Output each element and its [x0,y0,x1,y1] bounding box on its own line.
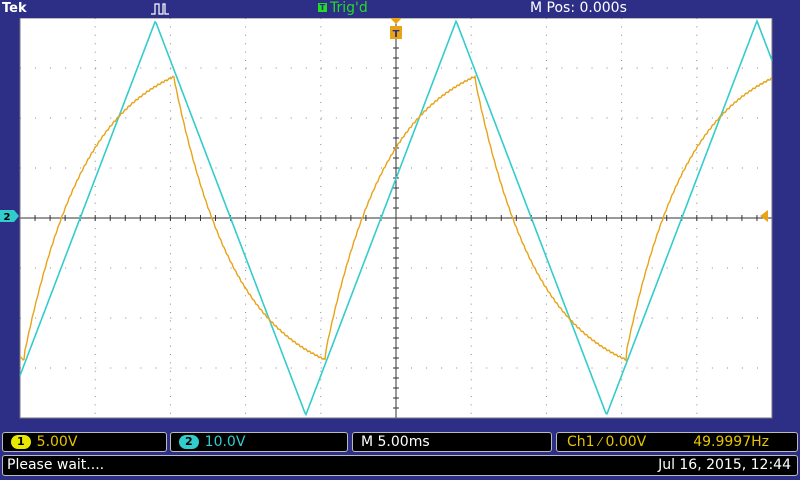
trigger-status-icon: T [318,3,327,12]
channel-2-ground-marker[interactable]: 2 [0,210,19,223]
channel-1-badge: 1 [11,435,31,449]
channel-2-badge: 2 [179,435,199,449]
status-message: Please wait.... [7,457,105,473]
channel-2-scale-readout[interactable]: 2 10.0V [170,432,348,452]
timebase-readout[interactable]: M 5.00ms [352,432,552,452]
trigger-status-text: Trig'd [330,0,368,16]
brand-logo: Tek [2,1,27,16]
channel-2-waveform [19,18,773,417]
trigger-source: Ch1 [567,434,595,450]
trigger-level: 0.00V [605,434,647,450]
svg-text:T: T [393,29,400,40]
top-status-bar: Tek T Trig'd M Pos: 0.000s [0,0,800,18]
trigger-readout[interactable]: Ch1 ⁄ 0.00V 49.9997Hz [556,432,798,452]
trigger-status: T Trig'd [318,0,368,16]
date-time: Jul 16, 2015, 12:44 [658,457,791,473]
timebase-value: M 5.00ms [361,434,430,450]
channel-1-waveform [19,74,773,362]
channel-2-scale: 10.0V [204,434,246,450]
horizontal-position[interactable]: M Pos: 0.000s [530,0,627,16]
channel-1-scale-readout[interactable]: 1 5.00V [2,432,167,452]
graticule [19,18,773,419]
trigger-position-marker[interactable]: T [390,18,402,40]
svg-text:2: 2 [4,212,11,223]
waveform-display: T 2 [0,18,773,419]
frequency-readout: 49.9997Hz [693,434,769,450]
status-bar: Please wait.... Jul 16, 2015, 12:44 [2,455,798,476]
trigger-edge-icon [151,3,169,15]
rising-edge-icon: ⁄ [599,435,602,449]
trigger-level-marker[interactable] [760,210,768,222]
channel-1-scale: 5.00V [36,434,78,450]
